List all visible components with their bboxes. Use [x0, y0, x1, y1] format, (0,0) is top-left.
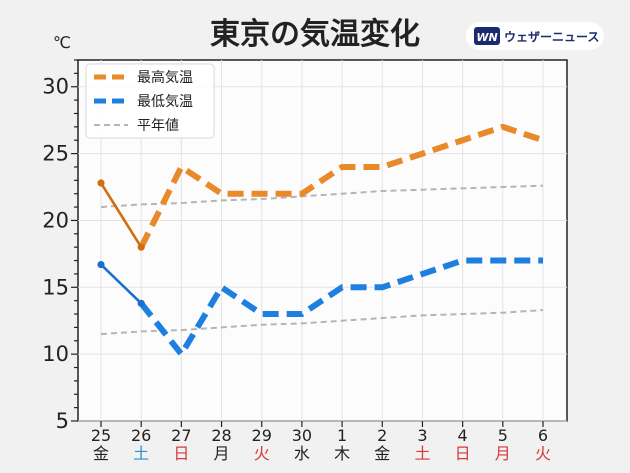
normal-line-normal_low — [100, 309, 544, 336]
x-tick-date: 29 — [252, 426, 272, 445]
x-tick-day: 日 — [455, 444, 471, 463]
unit-label: ℃ — [53, 33, 71, 52]
legend-box — [85, 63, 215, 139]
x-tick-day: 月 — [495, 444, 511, 463]
series-lines — [97, 123, 544, 358]
x-tick-day: 月 — [214, 444, 230, 463]
weathernews-logo: WN ウェザーニュース — [466, 22, 604, 50]
low-observed-line — [100, 263, 143, 305]
chart-title: 東京の気温変化 — [210, 17, 420, 52]
low-observed-point — [97, 260, 105, 269]
y-tick-label: 10 — [42, 342, 69, 366]
high-observed-line — [99, 182, 143, 248]
y-tick-label: 5 — [56, 409, 69, 433]
logo-mark: WN — [476, 31, 497, 44]
x-tick-day: 金 — [93, 444, 109, 463]
x-tick-date: 26 — [131, 426, 151, 445]
x-tick-day: 水 — [294, 444, 310, 463]
high-observed-point — [137, 243, 145, 251]
x-tick-day: 火 — [535, 444, 551, 463]
x-tick-date: 6 — [538, 426, 548, 445]
legend-label: 最低気温 — [137, 94, 193, 110]
x-tick-date: 25 — [91, 426, 111, 445]
x-tick-day: 土 — [414, 444, 430, 463]
legend-label: 平年値 — [137, 118, 179, 134]
x-tick-date: 2 — [377, 426, 387, 445]
legend-label: 最高気温 — [137, 69, 193, 86]
x-tick-day: 火 — [254, 444, 270, 463]
y-axis-ticks: 5 10 15 20 25 30 — [42, 75, 69, 433]
y-tick-label: 15 — [42, 275, 69, 299]
high-observed-point — [97, 179, 105, 187]
x-tick-day: 金 — [374, 444, 390, 463]
x-tick-day: 日 — [173, 444, 189, 463]
logo-text: ウェザーニュース — [504, 30, 599, 44]
high-forecast-line — [138, 123, 544, 249]
y-tick-label: 30 — [42, 75, 69, 99]
x-tick-date: 27 — [171, 426, 191, 445]
x-tick-date: 3 — [417, 426, 427, 445]
x-tick-date: 28 — [211, 426, 231, 445]
y-tick-label: 25 — [42, 142, 69, 166]
low-observed-point — [137, 299, 145, 307]
logo-mark-icon — [474, 27, 500, 45]
low-forecast-line — [138, 257, 543, 358]
grid-lines — [71, 59, 567, 422]
x-tick-date: 5 — [498, 426, 508, 445]
x-tick-date: 30 — [292, 426, 312, 445]
normal-line-normal_high — [100, 184, 544, 209]
x-tick-day: 木 — [334, 444, 350, 463]
logo-pill — [466, 22, 604, 50]
x-tick-date: 1 — [337, 426, 347, 445]
x-tick-date: 4 — [458, 426, 468, 445]
y-tick-label: 20 — [42, 208, 69, 232]
x-tick-day: 土 — [133, 444, 149, 463]
